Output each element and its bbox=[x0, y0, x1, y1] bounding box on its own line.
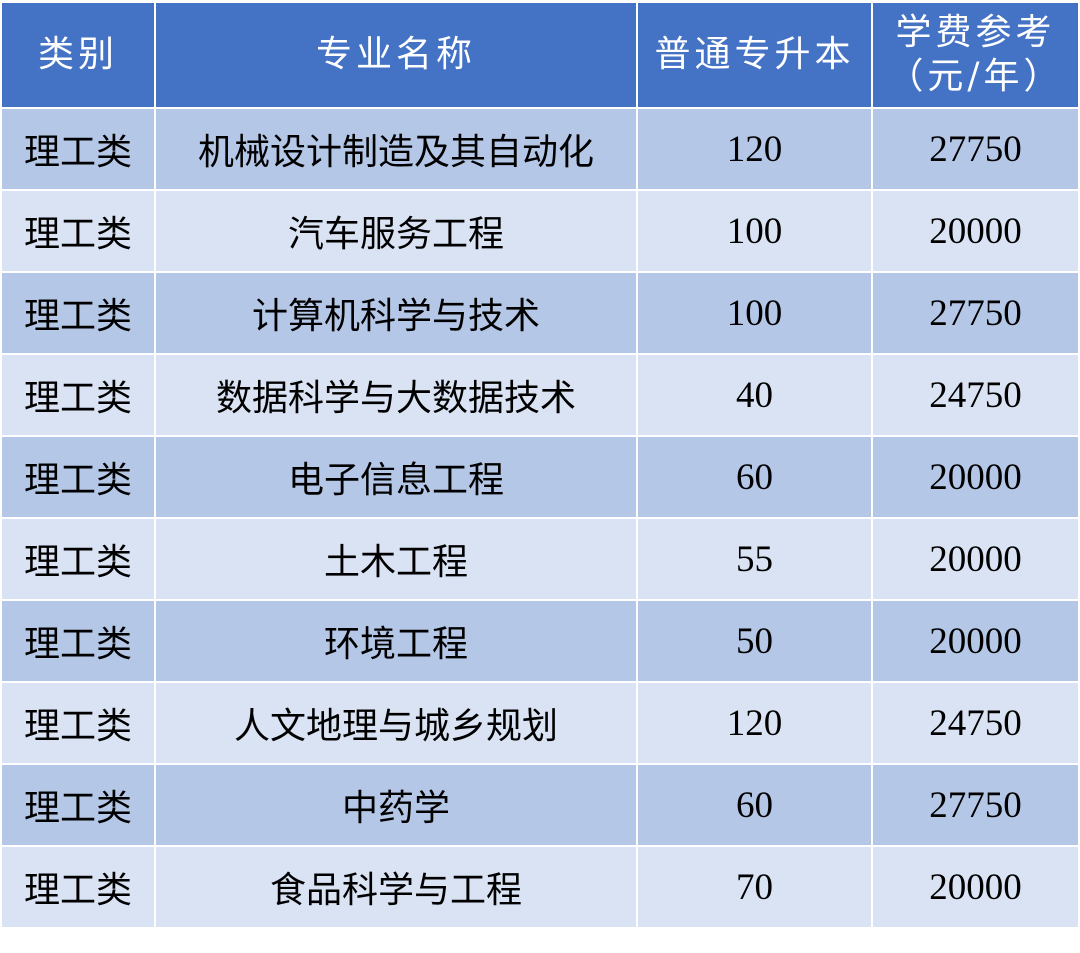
cell-category: 理工类 bbox=[0, 353, 156, 437]
cell-category: 理工类 bbox=[0, 763, 156, 847]
header-category: 类别 bbox=[0, 1, 156, 109]
cell-tuition: 24750 bbox=[871, 681, 1080, 765]
cell-quota: 100 bbox=[636, 271, 873, 355]
cell-category: 理工类 bbox=[0, 517, 156, 601]
cell-category: 理工类 bbox=[0, 845, 156, 929]
header-quota: 普通专升本 bbox=[636, 1, 873, 109]
table-row: 理工类 电子信息工程 60 20000 bbox=[0, 435, 1080, 519]
cell-major: 计算机科学与技术 bbox=[154, 271, 638, 355]
cell-category: 理工类 bbox=[0, 107, 156, 191]
cell-tuition: 24750 bbox=[871, 353, 1080, 437]
cell-category: 理工类 bbox=[0, 189, 156, 273]
cell-quota: 50 bbox=[636, 599, 873, 683]
cell-major: 食品科学与工程 bbox=[154, 845, 638, 929]
table-row: 理工类 人文地理与城乡规划 120 24750 bbox=[0, 681, 1080, 765]
cell-tuition: 27750 bbox=[871, 107, 1080, 191]
table-row: 理工类 计算机科学与技术 100 27750 bbox=[0, 271, 1080, 355]
cell-tuition: 27750 bbox=[871, 271, 1080, 355]
cell-quota: 55 bbox=[636, 517, 873, 601]
cell-tuition: 20000 bbox=[871, 435, 1080, 519]
cell-major: 土木工程 bbox=[154, 517, 638, 601]
cell-category: 理工类 bbox=[0, 435, 156, 519]
table-row: 理工类 食品科学与工程 70 20000 bbox=[0, 845, 1080, 929]
cell-category: 理工类 bbox=[0, 681, 156, 765]
cell-major: 环境工程 bbox=[154, 599, 638, 683]
cell-major: 数据科学与大数据技术 bbox=[154, 353, 638, 437]
cell-tuition: 27750 bbox=[871, 763, 1080, 847]
cell-major: 电子信息工程 bbox=[154, 435, 638, 519]
table-row: 理工类 汽车服务工程 100 20000 bbox=[0, 189, 1080, 273]
header-major: 专业名称 bbox=[154, 1, 638, 109]
cell-quota: 100 bbox=[636, 189, 873, 273]
header-tuition-line2: （元/年） bbox=[887, 56, 1064, 97]
cell-category: 理工类 bbox=[0, 271, 156, 355]
cell-tuition: 20000 bbox=[871, 599, 1080, 683]
cell-major: 中药学 bbox=[154, 763, 638, 847]
table-row: 理工类 数据科学与大数据技术 40 24750 bbox=[0, 353, 1080, 437]
table-row: 理工类 环境工程 50 20000 bbox=[0, 599, 1080, 683]
table-row: 理工类 中药学 60 27750 bbox=[0, 763, 1080, 847]
cell-tuition: 20000 bbox=[871, 189, 1080, 273]
cell-quota: 120 bbox=[636, 107, 873, 191]
cell-major: 机械设计制造及其自动化 bbox=[154, 107, 638, 191]
cell-major: 汽车服务工程 bbox=[154, 189, 638, 273]
cell-category: 理工类 bbox=[0, 599, 156, 683]
header-tuition-line1: 学费参考 bbox=[895, 12, 1056, 53]
cell-quota: 60 bbox=[636, 763, 873, 847]
cell-quota: 40 bbox=[636, 353, 873, 437]
cell-quota: 120 bbox=[636, 681, 873, 765]
table-row: 理工类 土木工程 55 20000 bbox=[0, 517, 1080, 601]
header-row: 类别 专业名称 普通专升本 学费参考 （元/年） bbox=[0, 1, 1080, 109]
cell-tuition: 20000 bbox=[871, 517, 1080, 601]
cell-quota: 60 bbox=[636, 435, 873, 519]
header-tuition: 学费参考 （元/年） bbox=[871, 1, 1080, 109]
majors-table: 类别 专业名称 普通专升本 学费参考 （元/年） 理工类 机械设计制造及其自动化 12… bbox=[0, 1, 1080, 929]
cell-tuition: 20000 bbox=[871, 845, 1080, 929]
cell-major: 人文地理与城乡规划 bbox=[154, 681, 638, 765]
cell-quota: 70 bbox=[636, 845, 873, 929]
table-row: 理工类 机械设计制造及其自动化 120 27750 bbox=[0, 107, 1080, 191]
